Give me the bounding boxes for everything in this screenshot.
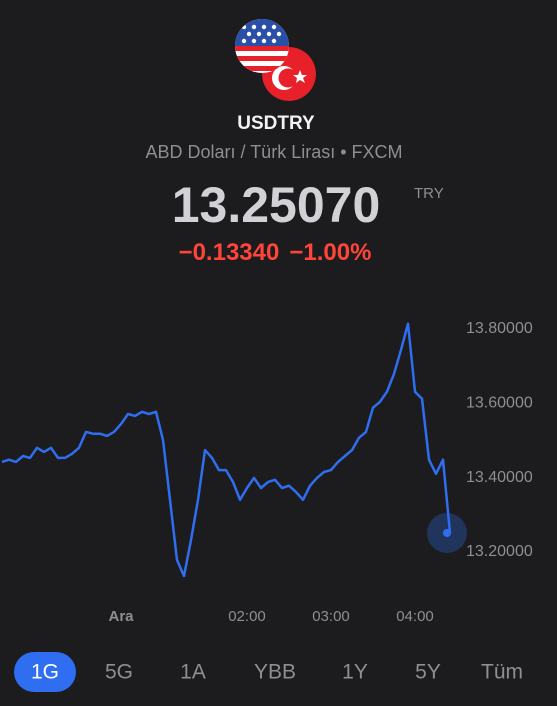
price: 13.25070	[172, 177, 381, 233]
x-tick-label: 04:00	[396, 608, 434, 625]
symbol: USDTRY	[237, 113, 315, 134]
x-tick-label: 02:00	[228, 608, 266, 625]
range-label: Tüm	[481, 661, 523, 684]
y-tick-label: 13.20000	[466, 543, 533, 560]
range-button[interactable]: 5Y	[415, 661, 441, 684]
range-label: 5Y	[415, 661, 441, 684]
range-button[interactable]: 5G	[105, 661, 133, 684]
last-point	[443, 529, 451, 538]
range-label: YBB	[254, 661, 296, 684]
change-line: −0.13340 −1.00%	[179, 239, 372, 266]
range-button[interactable]: Tüm	[481, 661, 523, 684]
range-selected-pill	[14, 652, 76, 692]
x-tick-label: Ara	[108, 608, 134, 625]
range-label: 1A	[180, 661, 206, 684]
description: ABD Doları / Türk Lirası • FXCM	[145, 142, 402, 162]
y-tick-label: 13.80000	[466, 320, 533, 337]
y-tick-label: 13.60000	[466, 394, 533, 411]
currency: TRY	[414, 185, 444, 202]
y-tick-label: 13.40000	[466, 469, 533, 486]
x-tick-label: 03:00	[312, 608, 350, 625]
price-line	[1, 322, 452, 578]
range-label: 1G	[31, 661, 59, 684]
range-button[interactable]: 1G	[14, 652, 76, 692]
change: −0.13340	[179, 239, 280, 266]
change-percent: −1.00%	[289, 239, 371, 266]
range-button[interactable]: 1A	[180, 661, 206, 684]
range-label: 1Y	[342, 661, 368, 684]
range-label: 5G	[105, 661, 133, 684]
range-button[interactable]: 1Y	[342, 661, 368, 684]
range-button[interactable]: YBB	[254, 661, 296, 684]
